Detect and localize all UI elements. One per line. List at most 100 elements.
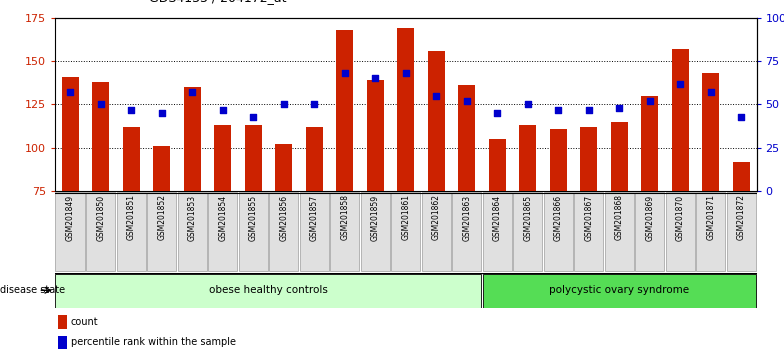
Bar bbox=[330, 192, 359, 271]
Point bbox=[339, 70, 351, 76]
Text: GDS4133 / 204172_at: GDS4133 / 204172_at bbox=[149, 0, 286, 4]
Text: GSM201853: GSM201853 bbox=[187, 194, 197, 240]
Point bbox=[430, 93, 442, 98]
Bar bbox=[269, 192, 299, 271]
Point bbox=[674, 81, 687, 86]
Bar bbox=[123, 127, 140, 191]
Bar bbox=[604, 192, 634, 271]
Bar bbox=[56, 274, 481, 308]
Bar bbox=[513, 192, 543, 271]
Bar bbox=[275, 144, 292, 191]
Bar bbox=[459, 85, 475, 191]
Bar bbox=[580, 127, 597, 191]
Text: GSM201867: GSM201867 bbox=[584, 194, 593, 240]
Bar bbox=[147, 192, 176, 271]
Bar bbox=[489, 139, 506, 191]
Point bbox=[216, 107, 229, 113]
Point bbox=[278, 102, 290, 107]
Text: GSM201859: GSM201859 bbox=[371, 194, 379, 240]
Bar bbox=[733, 162, 750, 191]
Bar bbox=[696, 192, 725, 271]
Point bbox=[613, 105, 626, 111]
Point bbox=[64, 90, 76, 95]
Text: GSM201864: GSM201864 bbox=[492, 194, 502, 240]
Point bbox=[735, 114, 748, 119]
Text: GSM201855: GSM201855 bbox=[249, 194, 258, 240]
Text: GSM201861: GSM201861 bbox=[401, 194, 410, 240]
Bar bbox=[397, 28, 414, 191]
Bar bbox=[62, 77, 78, 191]
Bar bbox=[58, 336, 67, 349]
Bar bbox=[483, 192, 512, 271]
Text: GSM201869: GSM201869 bbox=[645, 194, 655, 240]
Text: GSM201857: GSM201857 bbox=[310, 194, 319, 240]
Bar bbox=[367, 80, 383, 191]
Bar bbox=[153, 146, 170, 191]
Text: GSM201858: GSM201858 bbox=[340, 194, 349, 240]
Point bbox=[125, 107, 137, 113]
Text: disease state: disease state bbox=[0, 285, 65, 295]
Text: obese healthy controls: obese healthy controls bbox=[209, 285, 328, 295]
Bar bbox=[56, 192, 85, 271]
Text: GSM201854: GSM201854 bbox=[218, 194, 227, 240]
Point bbox=[583, 107, 595, 113]
Point bbox=[399, 70, 412, 76]
Bar bbox=[519, 125, 536, 191]
Text: GSM201849: GSM201849 bbox=[66, 194, 74, 240]
Text: count: count bbox=[71, 317, 98, 327]
Text: GSM201863: GSM201863 bbox=[463, 194, 471, 240]
Point bbox=[308, 102, 321, 107]
Bar bbox=[550, 129, 567, 191]
Text: percentile rank within the sample: percentile rank within the sample bbox=[71, 337, 236, 348]
Text: GSM201852: GSM201852 bbox=[157, 194, 166, 240]
Bar bbox=[391, 192, 420, 271]
Bar bbox=[183, 87, 201, 191]
Point bbox=[552, 107, 564, 113]
Bar bbox=[422, 192, 451, 271]
Bar bbox=[702, 73, 719, 191]
Bar bbox=[611, 122, 628, 191]
Point bbox=[186, 90, 198, 95]
Point bbox=[521, 102, 534, 107]
Bar bbox=[299, 192, 328, 271]
Text: GSM201851: GSM201851 bbox=[127, 194, 136, 240]
Bar bbox=[336, 30, 353, 191]
Point bbox=[705, 90, 717, 95]
Bar bbox=[238, 192, 268, 271]
Bar bbox=[543, 192, 573, 271]
Bar bbox=[93, 82, 109, 191]
Bar bbox=[58, 315, 67, 329]
Point bbox=[94, 102, 107, 107]
Bar bbox=[672, 49, 688, 191]
Text: GSM201850: GSM201850 bbox=[96, 194, 105, 240]
Text: GSM201866: GSM201866 bbox=[554, 194, 563, 240]
Bar bbox=[641, 96, 659, 191]
Bar bbox=[428, 51, 445, 191]
Point bbox=[460, 98, 473, 104]
Bar bbox=[117, 192, 146, 271]
Bar bbox=[361, 192, 390, 271]
Text: polycystic ovary syndrome: polycystic ovary syndrome bbox=[550, 285, 689, 295]
Point bbox=[644, 98, 656, 104]
Bar bbox=[214, 125, 231, 191]
Bar bbox=[177, 192, 207, 271]
Bar bbox=[483, 274, 756, 308]
Bar bbox=[245, 125, 262, 191]
Bar bbox=[306, 127, 322, 191]
Text: GSM201856: GSM201856 bbox=[279, 194, 289, 240]
Text: GSM201862: GSM201862 bbox=[432, 194, 441, 240]
Point bbox=[247, 114, 260, 119]
Point bbox=[155, 110, 168, 116]
Bar bbox=[635, 192, 664, 271]
Text: GSM201870: GSM201870 bbox=[676, 194, 684, 240]
Text: GSM201865: GSM201865 bbox=[523, 194, 532, 240]
Bar bbox=[86, 192, 115, 271]
Text: GSM201868: GSM201868 bbox=[615, 194, 624, 240]
Text: GSM201871: GSM201871 bbox=[706, 194, 715, 240]
Point bbox=[369, 75, 382, 81]
Bar bbox=[727, 192, 756, 271]
Point bbox=[491, 110, 503, 116]
Bar bbox=[574, 192, 604, 271]
Bar bbox=[452, 192, 481, 271]
Text: GSM201872: GSM201872 bbox=[737, 194, 746, 240]
